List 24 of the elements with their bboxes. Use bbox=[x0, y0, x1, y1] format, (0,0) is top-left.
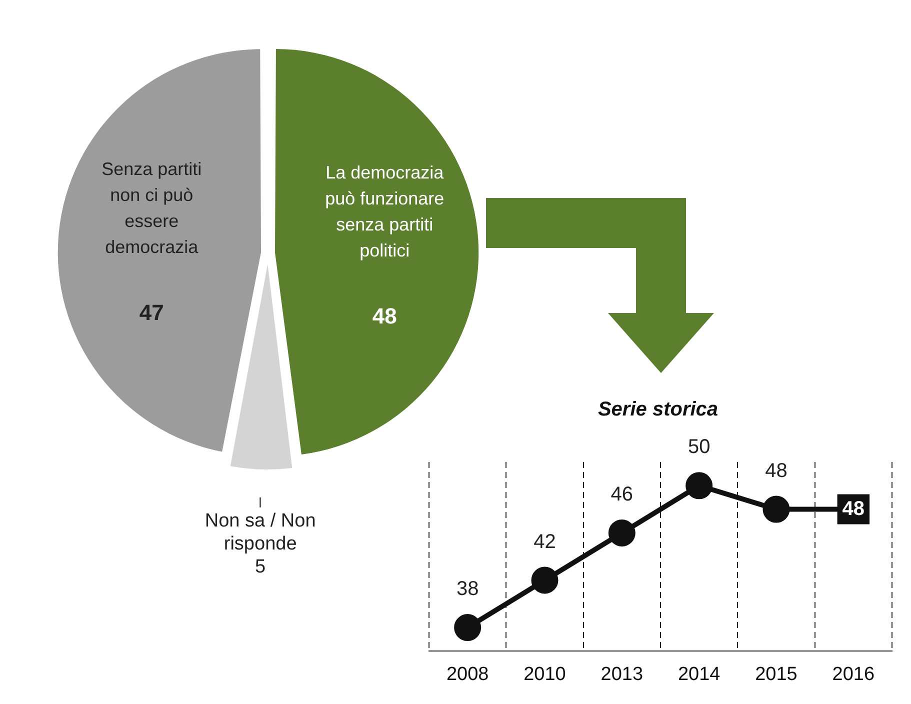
point bbox=[608, 519, 636, 546]
data-label: 48 bbox=[372, 304, 397, 329]
data-label: 42 bbox=[534, 530, 556, 553]
slice-label: Senza partiti non ci può essere democrazia bbox=[102, 158, 202, 257]
x-tick-label: 2008 bbox=[446, 664, 489, 685]
point bbox=[531, 566, 558, 594]
data-label: 48 bbox=[842, 498, 865, 520]
data-label: 47 bbox=[139, 300, 164, 326]
data-label: 48 bbox=[765, 460, 788, 482]
chart-title: Serie storica bbox=[598, 398, 718, 421]
x-tick-label: 2013 bbox=[600, 664, 644, 685]
point bbox=[454, 614, 482, 642]
point bbox=[686, 472, 713, 500]
x-tick-label: 2010 bbox=[524, 664, 566, 685]
data-label: 50 bbox=[688, 436, 710, 458]
data-label: 38 bbox=[456, 578, 479, 600]
slice-label: Non sa / Non risponde bbox=[204, 510, 316, 555]
x-tick-label: 2014 bbox=[678, 664, 721, 685]
point bbox=[762, 496, 790, 523]
slice-label: La democrazia può funzionare senza partiti politici bbox=[325, 162, 445, 261]
x-tick-label: 2015 bbox=[755, 664, 798, 685]
data-label: 5 bbox=[255, 556, 266, 578]
data-label: 46 bbox=[610, 483, 634, 506]
x-tick-label: 2016 bbox=[832, 664, 875, 685]
